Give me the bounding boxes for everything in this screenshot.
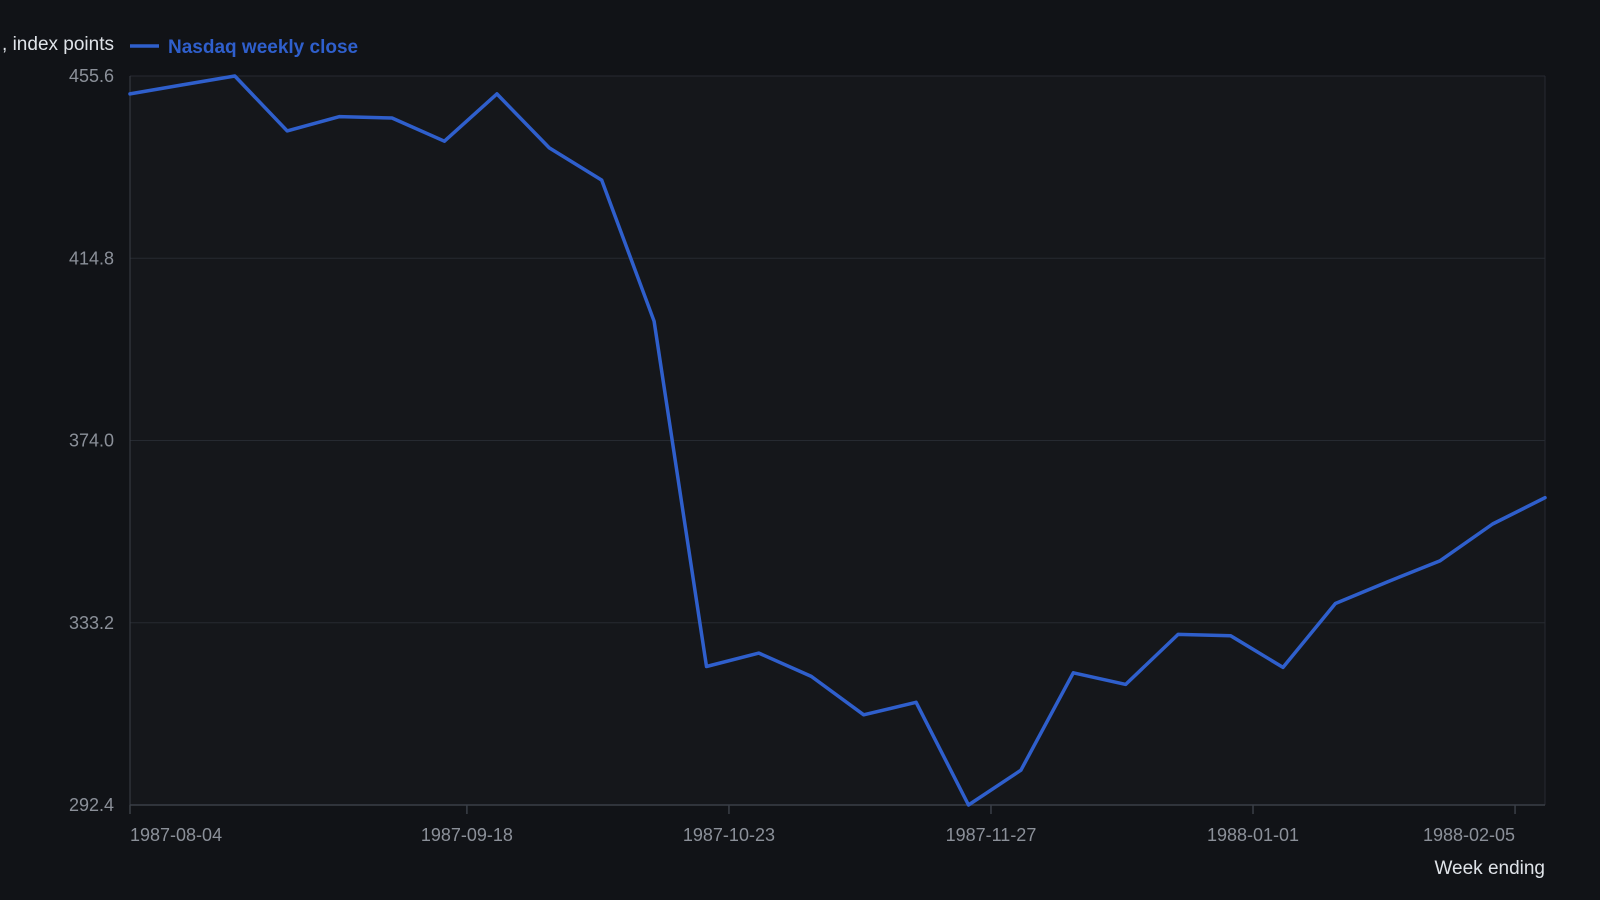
data-point (1124, 682, 1128, 686)
data-point (1543, 496, 1547, 500)
data-point (285, 129, 289, 133)
data-point (442, 139, 446, 143)
data-point (1071, 671, 1075, 675)
y-tick-label: 292.4 (69, 795, 114, 815)
data-point (180, 83, 184, 87)
data-point (1386, 580, 1390, 584)
data-point (495, 92, 499, 96)
data-point (600, 178, 604, 182)
series-layer (128, 74, 1547, 807)
data-point (1333, 602, 1337, 606)
x-axis-title: Week ending (1434, 858, 1545, 879)
y-tick-label: 414.8 (69, 248, 114, 268)
y-axis-title: , index points (2, 34, 114, 55)
data-point (1176, 632, 1180, 636)
data-point (967, 803, 971, 807)
x-tick-label: 1988-01-01 (1207, 825, 1299, 845)
data-point (547, 146, 551, 150)
y-tick-label: 333.2 (69, 613, 114, 633)
x-tick-label: 1987-08-04 (130, 825, 222, 845)
x-tick-label: 1987-09-18 (421, 825, 513, 845)
data-point (862, 713, 866, 717)
data-point (128, 92, 132, 96)
y-axis-ticks: 292.4 333.2 374.0 414.8 455.6 (69, 66, 114, 815)
data-point (914, 700, 918, 704)
data-point (338, 115, 342, 119)
series-line (128, 74, 1547, 807)
data-point (1281, 665, 1285, 669)
y-tick-label: 374.0 (69, 431, 114, 451)
x-tick-label: 1987-11-27 (946, 825, 1037, 845)
legend: Nasdaq weekly close (130, 37, 358, 58)
data-point (233, 74, 237, 78)
data-point (390, 116, 394, 120)
data-point (757, 651, 761, 655)
x-axis: 1987-08-04 1987-09-18 1987-10-23 1987-11-27… (129, 76, 1545, 845)
data-point (1019, 768, 1023, 772)
data-point (704, 665, 708, 669)
data-point (1229, 634, 1233, 638)
data-point (1438, 559, 1442, 563)
data-point (809, 674, 813, 678)
y-tick-label: 455.6 (69, 66, 114, 86)
legend-label: Nasdaq weekly close (168, 37, 358, 58)
x-tick-label: 1988-02-05 (1423, 825, 1515, 845)
data-point (652, 319, 656, 323)
data-point (1491, 522, 1495, 526)
x-tick-label: 1987-10-23 (683, 825, 775, 845)
